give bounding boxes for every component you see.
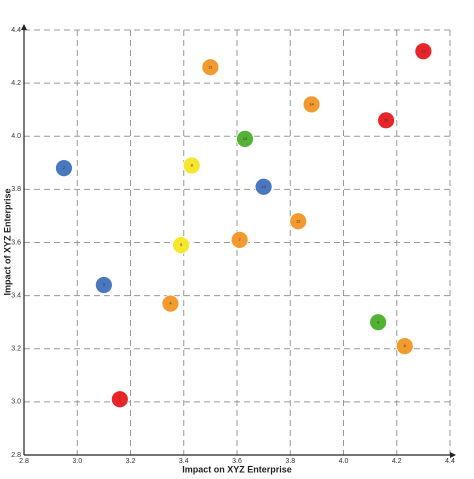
point xyxy=(230,230,249,249)
point xyxy=(161,294,180,313)
point-label: 3 xyxy=(103,282,106,287)
point xyxy=(110,390,129,409)
x-tick-label: 3.6 xyxy=(232,458,242,465)
point-label: 8 xyxy=(191,163,194,168)
x-tick-label: 4.0 xyxy=(339,458,349,465)
y-tick-label: 4.4 xyxy=(11,27,21,34)
point-label: 11 xyxy=(208,64,213,69)
x-tick-label: 3.8 xyxy=(285,458,295,465)
point-label: 9 xyxy=(377,319,380,324)
point-label: 4 xyxy=(169,301,172,306)
point xyxy=(94,276,113,294)
point-label: 5 xyxy=(180,242,183,247)
point xyxy=(289,212,308,231)
x-axis-arrow xyxy=(450,452,456,458)
y-tick-label: 3.2 xyxy=(11,346,21,353)
x-tick-label: 3.2 xyxy=(126,458,136,465)
point xyxy=(236,130,254,148)
y-tick-label: 4.0 xyxy=(11,133,21,140)
point xyxy=(302,95,321,114)
point xyxy=(395,337,414,355)
point-label: 7 xyxy=(239,237,242,242)
x-tick-label: 4.4 xyxy=(445,458,455,465)
y-axis-arrow xyxy=(21,24,27,30)
point xyxy=(172,236,190,255)
point-label: 13 xyxy=(243,136,248,141)
y-tick-label: 4.2 xyxy=(11,80,21,87)
point xyxy=(414,42,433,61)
y-axis-title: Impact of XYZ Enterprise xyxy=(2,188,12,295)
x-tick-label: 3.0 xyxy=(72,458,82,465)
y-tick-label: 2.8 xyxy=(11,452,21,459)
y-tick-label: 3.4 xyxy=(11,292,21,299)
x-tick-label: 3.4 xyxy=(179,458,189,465)
point xyxy=(377,111,396,130)
point xyxy=(254,177,273,196)
point-label: 6 xyxy=(404,343,407,348)
x-tick-label: 4.2 xyxy=(392,458,402,465)
point xyxy=(369,313,388,332)
y-tick-label: 3.6 xyxy=(11,239,21,246)
point xyxy=(201,58,220,77)
y-tick-label: 3.0 xyxy=(11,399,21,406)
x-tick-label: 2.8 xyxy=(19,458,29,465)
point-label: 2 xyxy=(63,165,66,170)
point-label: 14 xyxy=(309,101,314,106)
point-label: 12 xyxy=(296,218,301,223)
x-axis-title: Impact on XYZ Enterprise xyxy=(182,464,292,474)
point-label: 1 xyxy=(119,396,122,401)
point-label: 10 xyxy=(261,184,266,189)
point xyxy=(182,156,201,175)
y-tick-label: 3.8 xyxy=(11,186,21,193)
point-label: 16 xyxy=(384,117,389,122)
point-label: 15 xyxy=(421,48,426,53)
point xyxy=(55,159,73,178)
